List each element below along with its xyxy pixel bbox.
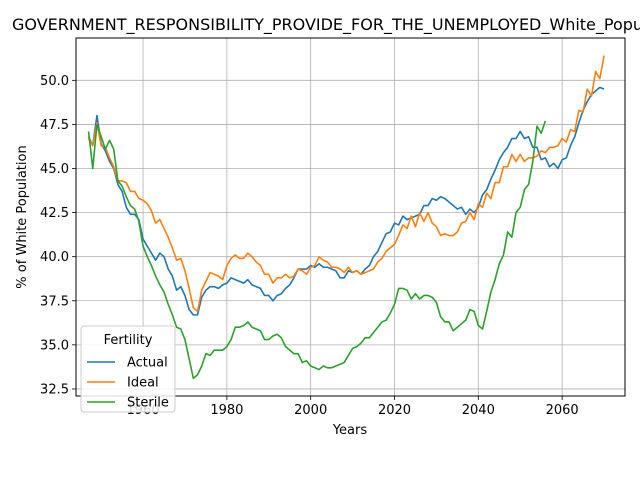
legend-label-sterile: Sterile [127,396,169,411]
x-tick-label: 2060 [546,403,579,418]
y-tick-label: 50.0 [40,74,69,89]
x-axis-label: Years [332,423,368,438]
series-line-sterile [87,120,547,380]
x-tick-label: 2040 [462,403,495,418]
y-axis-label: % of White Population [15,145,30,288]
y-tick-label: 40.0 [40,250,69,265]
series-line-ideal [87,55,605,313]
y-tick-label: 37.5 [40,294,69,309]
legend-items: Actual Ideal Sterile [87,356,169,411]
y-tick-label: 45.0 [40,162,69,177]
x-tick-label: 2020 [378,403,411,418]
legend-label-ideal: Ideal [127,376,159,391]
y-axis-ticks: 32.5 35.0 37.5 40.0 42.5 45.0 47.5 50.0 [40,74,76,397]
y-tick-label: 35.0 [40,338,69,353]
legend-title: Fertility [104,333,153,348]
x-tick-label: 1980 [210,403,243,418]
series-lines [87,55,605,380]
y-tick-label: 32.5 [40,382,69,397]
legend-label-actual: Actual [127,356,168,371]
legend-box [80,325,176,413]
plot-frame [75,37,626,397]
y-tick-label: 47.5 [40,118,69,133]
series-line-actual [87,86,605,316]
y-tick-label: 42.5 [40,206,69,221]
legend: Fertility Actual Ideal Sterile [80,325,176,413]
chart-title: GOVERNMENT_RESPONSIBILITY_PROVIDE_FOR_TH… [12,15,640,35]
x-tick-label: 2000 [294,403,327,418]
